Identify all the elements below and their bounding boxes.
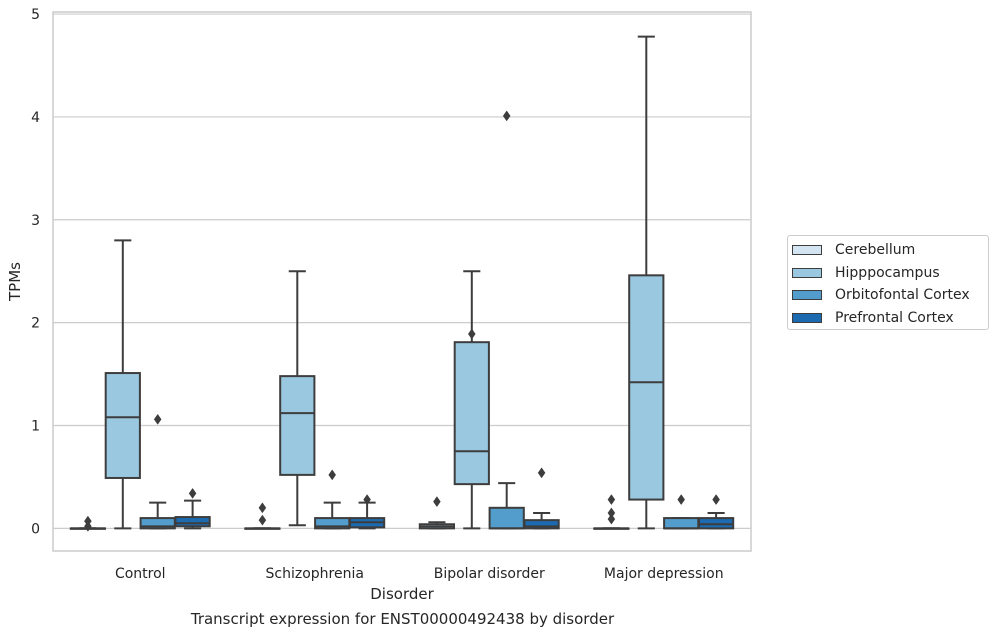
outlier-point	[677, 494, 686, 506]
legend-item-orbitofrontal-cortex: Orbitofontal Cortex	[792, 284, 988, 307]
x-tick-label: Schizophrenia	[266, 566, 364, 582]
box-iqr	[104, 372, 141, 479]
x-tick-label: Major depression	[604, 566, 724, 582]
box-hipppocampus	[279, 270, 316, 527]
box-iqr	[453, 341, 490, 486]
outlier-point	[188, 487, 197, 499]
legend-swatch-hippocampus	[792, 267, 822, 278]
legend-item-hippocampus: Hipppocampus	[792, 262, 988, 285]
box-hipppocampus	[104, 239, 141, 530]
box-cerebellum	[593, 494, 630, 530]
legend-label: Orbitofontal Cortex	[835, 287, 970, 304]
box-orbitofontal-cortex	[663, 494, 700, 530]
box-orbitofontal-cortex	[488, 110, 525, 530]
y-tick-label: 4	[31, 110, 40, 126]
box-iqr	[663, 517, 700, 530]
outlier-point	[258, 514, 267, 526]
box-hipppocampus	[453, 270, 490, 530]
outlier-point	[363, 494, 371, 506]
box-prefrontal-cortex	[523, 467, 560, 530]
y-tick-label: 1	[31, 419, 40, 435]
x-tick-label: Bipolar disorder	[434, 566, 545, 582]
x-tick-label: Control	[115, 566, 166, 582]
outlier-point	[467, 328, 476, 340]
outlier-point	[153, 413, 162, 425]
outlier-point	[258, 502, 267, 514]
outlier-point	[607, 513, 616, 525]
box-cerebellum	[69, 515, 107, 532]
y-tick-label: 0	[31, 521, 40, 537]
y-tick-label: 2	[31, 316, 40, 332]
box-prefrontal-cortex	[697, 494, 735, 530]
box-iqr	[697, 517, 735, 530]
legend-swatch-orbitofrontal-cortex	[792, 290, 822, 301]
box-iqr	[628, 274, 665, 501]
outlier-point	[537, 467, 546, 479]
outlier-point	[328, 469, 337, 481]
legend-label: Hipppocampus	[835, 264, 940, 281]
box-orbitofontal-cortex	[139, 413, 176, 530]
outlier-point	[607, 494, 616, 506]
legend-label: Prefrontal Cortex	[835, 309, 954, 326]
legend-swatch-prefrontal-cortex	[792, 312, 822, 323]
y-axis-label: TPMs	[6, 262, 24, 302]
box-iqr	[174, 516, 211, 528]
plot-frame	[52, 11, 752, 552]
box-orbitofontal-cortex	[314, 469, 351, 530]
legend-swatch-cerebellum	[792, 245, 822, 256]
box-cerebellum	[244, 502, 281, 530]
box-hipppocampus	[628, 35, 665, 530]
outlier-point	[84, 520, 92, 532]
outlier-point	[712, 494, 720, 506]
outlier-point	[433, 496, 441, 508]
box-cerebellum	[418, 496, 456, 530]
box-iqr	[488, 506, 525, 530]
box-prefrontal-cortex	[174, 487, 211, 530]
box-prefrontal-cortex	[348, 494, 386, 530]
legend-label: Cerebellum	[835, 242, 916, 259]
box-iqr	[523, 519, 560, 530]
outlier-point	[502, 110, 511, 122]
legend-item-prefrontal-cortex: Prefrontal Cortex	[792, 307, 988, 330]
y-tick-label: 3	[31, 213, 40, 229]
box-iqr	[279, 375, 316, 476]
x-axis-label: Disorder	[370, 585, 434, 603]
chart-caption: Transcript expression for ENST0000049243…	[190, 610, 615, 628]
legend: Cerebellum Hipppocampus Orbitofontal Cor…	[787, 235, 989, 330]
legend-item-cerebellum: Cerebellum	[792, 239, 988, 262]
y-tick-label: 5	[31, 7, 40, 23]
